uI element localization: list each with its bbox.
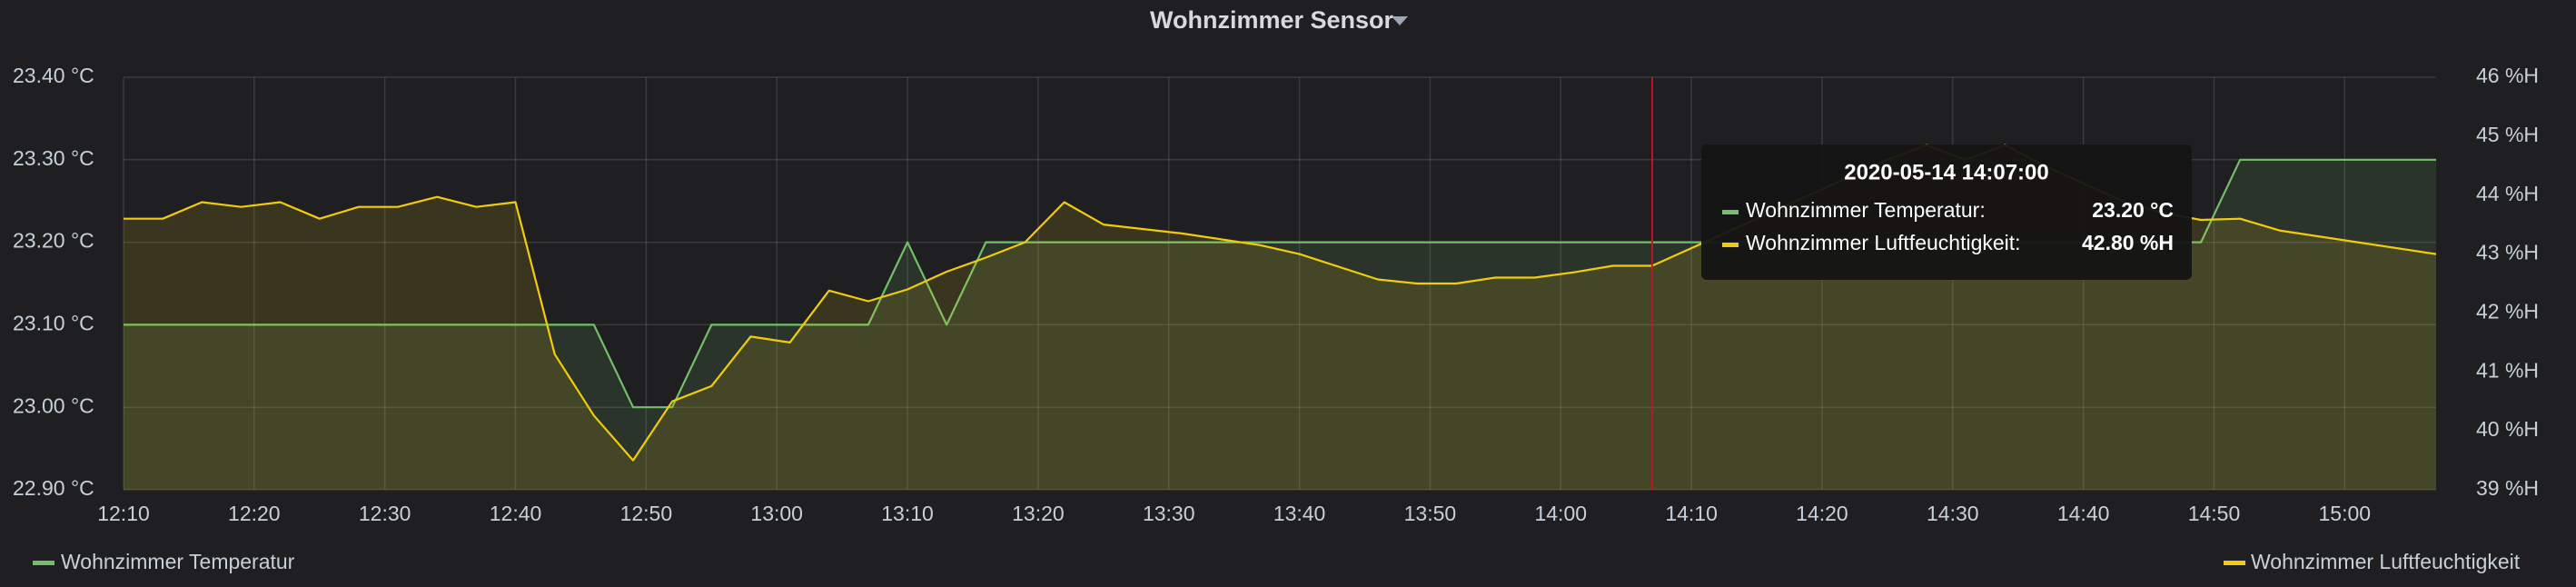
y-tick-label: 23.00 °C: [13, 393, 94, 417]
tooltip-time: 2020-05-14 14:07:00: [1844, 160, 2049, 184]
y2-tick-label: 39 %H: [2476, 476, 2539, 500]
tooltip-series: Wohnzimmer Luftfeuchtigkeit:: [1746, 231, 2021, 254]
legend-label: Wohnzimmer Temperatur: [61, 550, 295, 573]
tooltip: 2020-05-14 14:07:00 Wohnzimmer Temperatur…: [1701, 144, 2192, 280]
x-tick-label: 13:50: [1404, 502, 1457, 525]
x-tick-label: 12:40: [490, 502, 542, 525]
x-tick-label: 14:40: [2057, 502, 2110, 525]
y2-tick-label: 42 %H: [2476, 300, 2539, 323]
y2-tick-label: 44 %H: [2476, 182, 2539, 205]
y-tick-label: 23.20 °C: [13, 229, 94, 253]
y2-tick-label: 43 %H: [2476, 241, 2539, 264]
x-tick-label: 12:20: [228, 502, 281, 525]
y2-tick-label: 40 %H: [2476, 417, 2539, 441]
legend-swatch: [33, 561, 54, 565]
x-tick-label: 15:00: [2319, 502, 2372, 525]
tooltip-value: 23.20 °C: [2092, 198, 2174, 222]
y-tick-label: 23.40 °C: [13, 64, 94, 87]
x-tick-label: 12:50: [620, 502, 673, 525]
x-tick-label: 14:10: [1665, 502, 1718, 525]
y2-tick-label: 46 %H: [2476, 64, 2539, 87]
x-tick-label: 13:00: [750, 502, 803, 525]
x-tick-label: 14:00: [1534, 502, 1587, 525]
y-tick-label: 22.90 °C: [13, 476, 94, 500]
chart-title[interactable]: Wohnzimmer Sensor: [1150, 6, 1394, 34]
x-tick-label: 12:10: [97, 502, 150, 525]
tooltip-value: 42.80 %H: [2082, 231, 2174, 254]
x-tick-label: 13:40: [1273, 502, 1326, 525]
x-tick-label: 13:10: [881, 502, 934, 525]
tooltip-swatch: [1722, 243, 1739, 247]
x-tick-label: 14:50: [2188, 502, 2241, 525]
y-tick-label: 23.30 °C: [13, 146, 94, 170]
x-tick-label: 14:30: [1927, 502, 1979, 525]
legend-swatch: [2224, 561, 2245, 565]
series-line: [124, 158, 2436, 409]
y-tick-label: 23.10 °C: [13, 311, 94, 334]
title-menu-caret[interactable]: [1392, 16, 1408, 25]
x-tick-label: 14:20: [1796, 502, 1848, 525]
x-tick-label: 13:30: [1143, 502, 1195, 525]
tooltip-box: [1701, 144, 2192, 280]
tooltip-swatch: [1722, 210, 1739, 214]
legend-label: Wohnzimmer Luftfeuchtigkeit: [2251, 550, 2521, 573]
x-tick-label: 12:30: [359, 502, 411, 525]
y2-tick-label: 41 %H: [2476, 358, 2539, 382]
x-tick-label: 13:20: [1012, 502, 1065, 525]
y2-tick-label: 45 %H: [2476, 123, 2539, 146]
tooltip-series: Wohnzimmer Temperatur:: [1746, 198, 1986, 222]
